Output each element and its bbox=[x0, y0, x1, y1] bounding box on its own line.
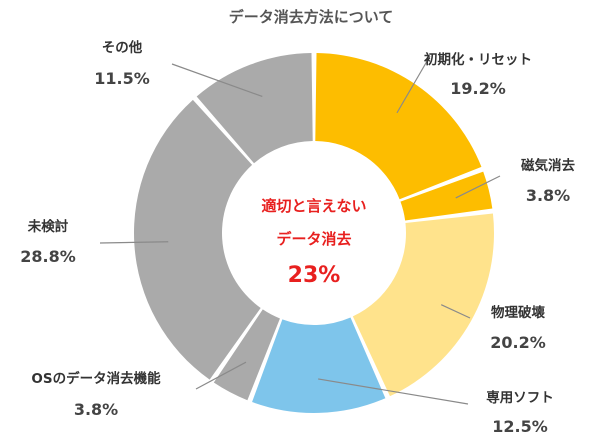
slice-value-label-2: 3.8% bbox=[526, 186, 570, 205]
slice-value-label-4: 12.5% bbox=[492, 417, 548, 436]
slice-value-label-3: 20.2% bbox=[490, 333, 546, 352]
leader-line-5 bbox=[195, 361, 247, 390]
chart-title: データ消去方法について bbox=[229, 8, 394, 26]
slice-category-label-1: 初期化・リセット bbox=[424, 51, 532, 68]
center-label: 適切と言えない データ消去 23% bbox=[261, 197, 366, 288]
slice-category-label-4: 専用ソフト bbox=[486, 389, 554, 406]
donut-slices bbox=[134, 53, 494, 414]
donut-slice-1 bbox=[315, 53, 482, 200]
center-value: 23% bbox=[288, 263, 341, 288]
leader-line-7 bbox=[171, 63, 263, 98]
donut-slice-4 bbox=[252, 317, 386, 414]
slice-labels: 初期化・リセット 19.2% 磁気消去 3.8% 物理破壊 20.2% 専用ソフト 12.5%… bbox=[20, 39, 575, 436]
slice-category-label-5: OSのデータ消去機能 bbox=[31, 370, 161, 387]
slice-category-label-6: 未検討 bbox=[28, 218, 69, 235]
leader-line-1 bbox=[396, 55, 431, 114]
slice-value-label-7: 11.5% bbox=[94, 69, 150, 88]
slice-value-label-5: 3.8% bbox=[74, 400, 118, 419]
donut-slice-5 bbox=[213, 309, 280, 401]
slice-category-label-3: 物理破壊 bbox=[491, 304, 545, 321]
leader-line-6 bbox=[99, 241, 169, 244]
donut-slice-7 bbox=[196, 53, 313, 164]
slice-category-label-7: その他 bbox=[102, 39, 143, 56]
leader-line-2 bbox=[455, 175, 501, 199]
leader-line-4 bbox=[318, 378, 469, 405]
leader-line-3 bbox=[440, 304, 471, 319]
donut-slice-3 bbox=[352, 213, 494, 397]
slice-value-label-6: 28.8% bbox=[20, 247, 76, 266]
slice-value-label-1: 19.2% bbox=[450, 79, 506, 98]
leader-lines bbox=[99, 55, 501, 405]
center-label-line2: データ消去 bbox=[276, 230, 351, 248]
slice-category-label-2: 磁気消去 bbox=[521, 157, 575, 174]
donut-slice-6 bbox=[134, 99, 261, 380]
donut-slice-2 bbox=[400, 171, 493, 221]
center-label-line1: 適切と言えない bbox=[261, 197, 366, 215]
